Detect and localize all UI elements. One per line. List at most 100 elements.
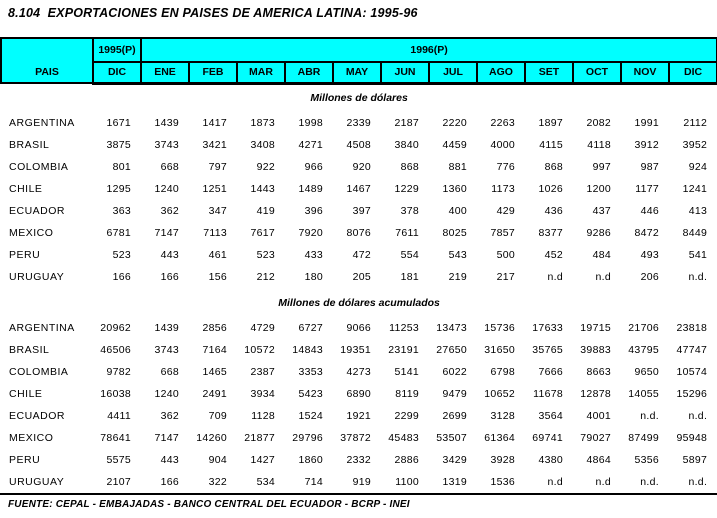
country-name: ECUADOR <box>9 205 66 217</box>
value-cell: 95948 <box>676 432 708 444</box>
value-cell: 3952 <box>682 139 708 151</box>
col-header-jun: JUN <box>380 61 430 85</box>
value-cell: 7920 <box>298 227 323 239</box>
value-cell: 363 <box>112 205 131 217</box>
value-cell: 19715 <box>580 322 611 334</box>
value-cell: 8119 <box>395 388 419 400</box>
country-name: MEXICO <box>9 227 54 239</box>
value-cell: 2082 <box>586 117 611 129</box>
value-cell: 14843 <box>292 344 323 356</box>
value-cell: 709 <box>208 410 227 422</box>
value-cell: 543 <box>448 249 467 261</box>
value-cell: 78641 <box>100 432 131 444</box>
value-cell: 924 <box>688 161 708 173</box>
table-row: PERU 523 443 461 523 433 472 554 543 500 452 484 493… <box>1 244 717 266</box>
value-cell: 5423 <box>298 388 323 400</box>
value-cell: 1360 <box>442 183 467 195</box>
value-cell: 7617 <box>250 227 275 239</box>
value-cell: 29796 <box>292 432 323 444</box>
value-cell: n.d. <box>640 476 659 488</box>
value-cell: 2699 <box>442 410 467 422</box>
value-cell: 987 <box>640 161 659 173</box>
value-cell: 1873 <box>250 117 275 129</box>
country-name: BRASIL <box>9 344 50 356</box>
value-cell: 541 <box>688 249 708 261</box>
value-cell: 217 <box>496 271 515 283</box>
value-cell: 1229 <box>394 183 419 195</box>
value-cell: 4115 <box>539 139 563 151</box>
value-cell: 419 <box>256 205 275 217</box>
value-cell: 61364 <box>484 432 515 444</box>
value-cell: 2107 <box>106 476 131 488</box>
col-header-nov: NOV <box>620 61 670 85</box>
value-cell: 9066 <box>346 322 371 334</box>
table-row: PERU 5575 443 904 1427 1860 2332 2886 3429 3928 43… <box>1 449 717 471</box>
value-cell: 3128 <box>490 410 515 422</box>
value-cell: 6781 <box>106 227 131 239</box>
value-cell: 11253 <box>389 322 419 334</box>
value-cell: 433 <box>304 249 323 261</box>
table-header: PAIS 1995(P) 1996(P) DIC ENE FEB MAR ABR… <box>0 37 717 85</box>
value-cell: 396 <box>304 205 323 217</box>
value-cell: 1536 <box>490 476 515 488</box>
value-cell: 413 <box>688 205 708 217</box>
value-cell: 11678 <box>533 388 563 400</box>
value-cell: 4411 <box>107 410 131 422</box>
country-name: URUGUAY <box>9 271 65 283</box>
value-cell: 46506 <box>100 344 131 356</box>
value-cell: 1241 <box>682 183 708 195</box>
value-cell: 1524 <box>298 410 323 422</box>
value-cell: 3421 <box>202 139 227 151</box>
table-row: URUGUAY 166 166 156 212 180 205 181 219 217 n.d n.d… <box>1 266 717 288</box>
value-cell: 668 <box>160 366 179 378</box>
value-cell: 8449 <box>682 227 708 239</box>
col-header-pais: PAIS <box>0 37 94 84</box>
value-cell: 10652 <box>484 388 515 400</box>
col-header-ago: AGO <box>476 61 526 85</box>
value-cell: 776 <box>496 161 515 173</box>
page-title: 8.104 EXPORTACIONES EN PAISES DE AMERICA… <box>8 6 418 20</box>
value-cell: 2112 <box>683 117 708 129</box>
value-cell: 997 <box>592 161 611 173</box>
value-cell: 79027 <box>580 432 611 444</box>
value-cell: 4000 <box>490 139 515 151</box>
value-cell: 2339 <box>346 117 371 129</box>
value-cell: 500 <box>496 249 515 261</box>
country-name: URUGUAY <box>9 476 65 488</box>
value-cell: 3743 <box>154 139 179 151</box>
value-cell: 1100 <box>395 476 419 488</box>
value-cell: 181 <box>400 271 419 283</box>
value-cell: 1240 <box>154 183 179 195</box>
value-cell: 534 <box>256 476 275 488</box>
value-cell: n.d. <box>688 410 708 422</box>
country-name: CHILE <box>9 183 43 195</box>
value-cell: 9286 <box>586 227 611 239</box>
value-cell: 1991 <box>634 117 659 129</box>
value-cell: 31650 <box>484 344 515 356</box>
value-cell: 6798 <box>490 366 515 378</box>
value-cell: 2387 <box>250 366 275 378</box>
value-cell: 443 <box>160 454 179 466</box>
value-cell: 166 <box>160 476 179 488</box>
value-cell: 2886 <box>394 454 419 466</box>
value-cell: 9650 <box>634 366 659 378</box>
country-name: MEXICO <box>9 432 54 444</box>
exports-table: PAIS 1995(P) 1996(P) DIC ENE FEB MAR ABR… <box>0 37 717 493</box>
value-cell: 1177 <box>635 183 659 195</box>
value-cell: 23191 <box>388 344 419 356</box>
value-cell: 4729 <box>250 322 275 334</box>
value-cell: 69741 <box>532 432 563 444</box>
value-cell: 4273 <box>346 366 371 378</box>
value-cell: 523 <box>112 249 131 261</box>
value-cell: 87499 <box>628 432 659 444</box>
value-cell: 904 <box>208 454 227 466</box>
country-name: PERU <box>9 249 41 261</box>
table-row: URUGUAY 2107 166 322 534 714 919 1100 1319 1536 n.… <box>1 471 717 493</box>
country-name: COLOMBIA <box>9 161 69 173</box>
col-header-feb: FEB <box>188 61 238 85</box>
value-cell: 15296 <box>676 388 708 400</box>
value-cell: 2856 <box>202 322 227 334</box>
value-cell: 4118 <box>587 139 611 151</box>
value-cell: 4459 <box>442 139 467 151</box>
value-cell: 1417 <box>202 117 227 129</box>
